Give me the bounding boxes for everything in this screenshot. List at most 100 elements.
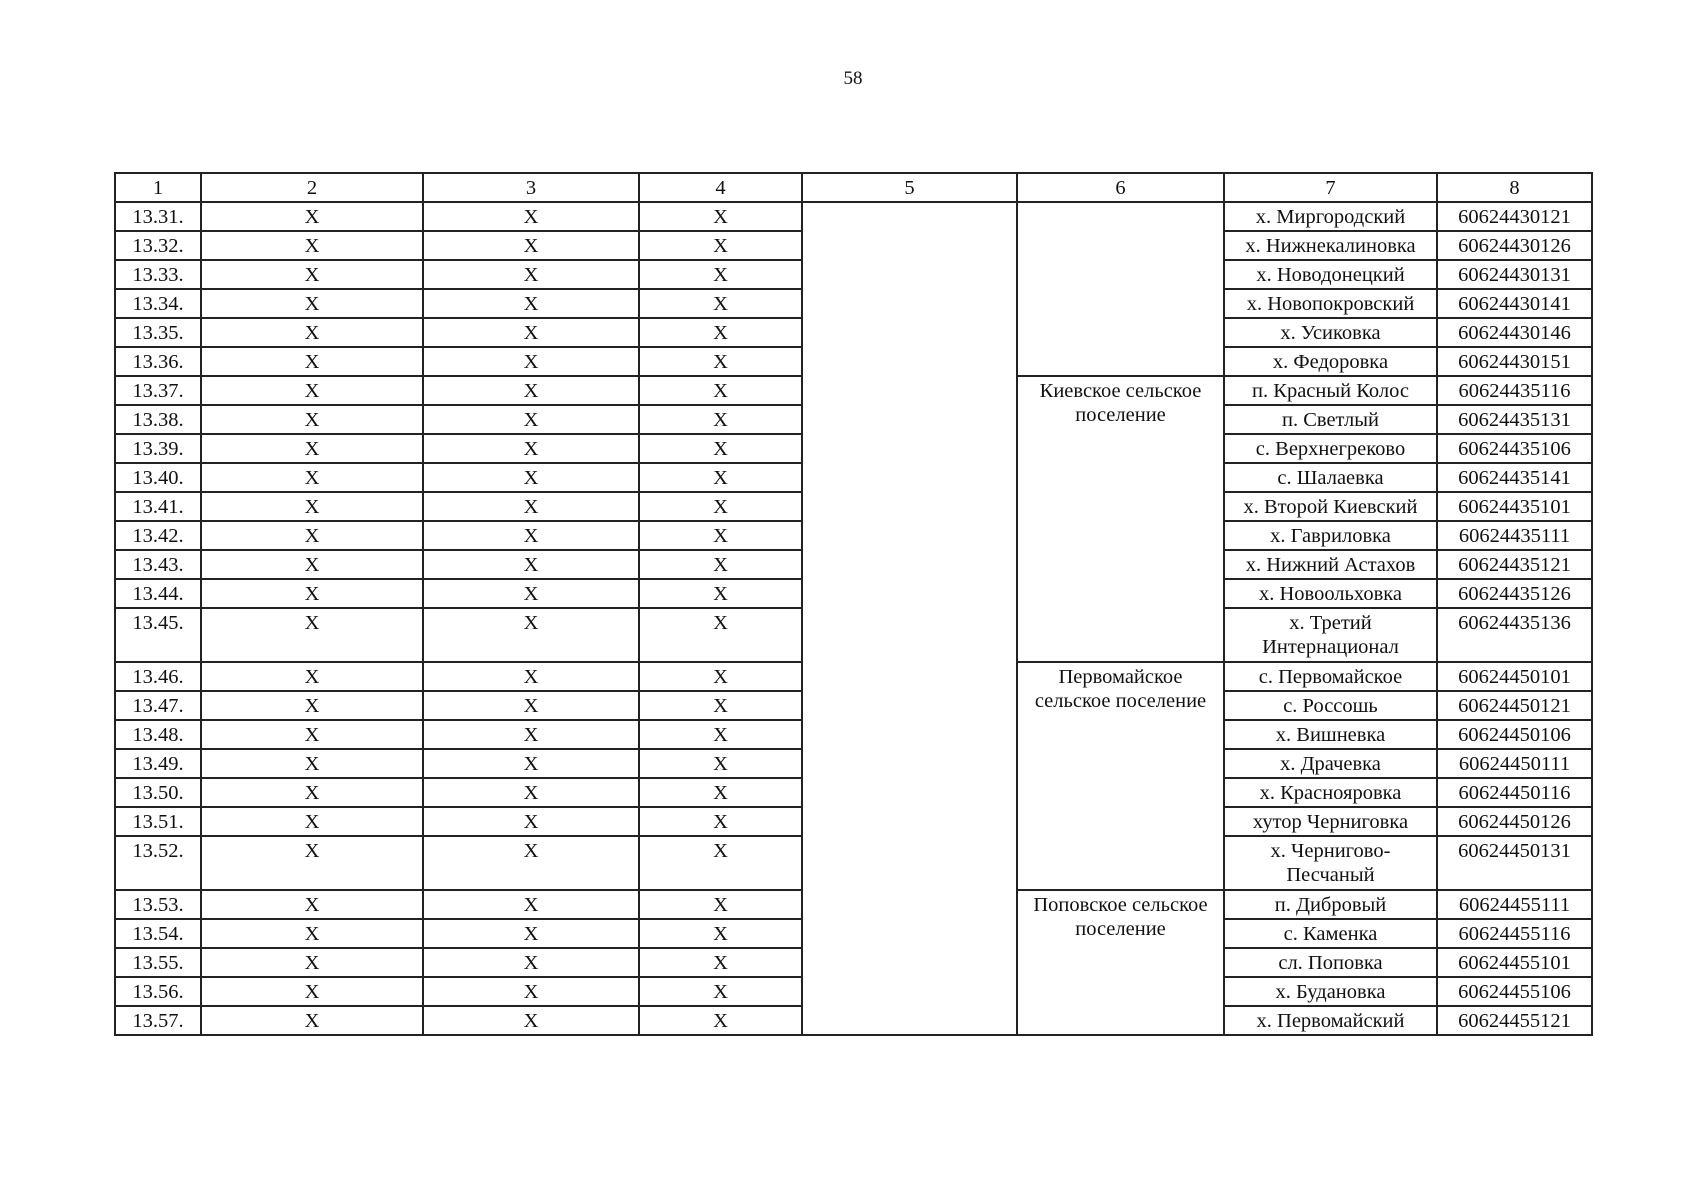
col4-cell: X (638, 346, 803, 377)
row-number-cell: 13.35. (114, 317, 202, 348)
col3-cell: X (422, 918, 640, 949)
col2-cell: X (200, 1005, 424, 1036)
row-number-cell: 13.43. (114, 549, 202, 580)
place-name-cell: п. Дибровый (1223, 889, 1438, 920)
col2-cell: X (200, 288, 424, 319)
col2-cell: X (200, 549, 424, 580)
oktmo-code-cell: 60624450131 (1436, 835, 1593, 891)
header-cell: 3 (422, 172, 640, 203)
header-row: 1 2 3 4 5 6 7 8 (114, 172, 1593, 203)
place-name-cell: х. Новодонецкий (1223, 259, 1438, 290)
col4-cell: X (638, 690, 803, 721)
place-name-cell: сл. Поповка (1223, 947, 1438, 978)
place-name-cell: п. Светлый (1223, 404, 1438, 435)
row-number-cell: 13.34. (114, 288, 202, 319)
place-name-cell: х. Новоольховка (1223, 578, 1438, 609)
place-name-cell: х. Третий Интернационал (1223, 607, 1438, 663)
col2-cell: X (200, 433, 424, 464)
place-name-cell: х. Нижний Астахов (1223, 549, 1438, 580)
row-number-cell: 13.37. (114, 375, 202, 406)
col3-cell: X (422, 889, 640, 920)
col4-cell: X (638, 777, 803, 808)
oktmo-code-cell: 60624455111 (1436, 889, 1593, 920)
col2-cell: X (200, 375, 424, 406)
place-name-cell: с. Первомайское (1223, 661, 1438, 692)
col3-cell: X (422, 976, 640, 1007)
col2-cell: X (200, 317, 424, 348)
col4-cell: X (638, 375, 803, 406)
col4-cell: X (638, 317, 803, 348)
oktmo-code-cell: 60624450111 (1436, 748, 1593, 779)
row-number-cell: 13.52. (114, 835, 202, 891)
col2-cell: X (200, 578, 424, 609)
row-number-cell: 13.49. (114, 748, 202, 779)
col3-cell: X (422, 346, 640, 377)
col3-cell: X (422, 462, 640, 493)
oktmo-code-cell: 60624435106 (1436, 433, 1593, 464)
col3-cell: X (422, 777, 640, 808)
col3-cell: X (422, 719, 640, 750)
place-name-cell: хутор Черниговка (1223, 806, 1438, 837)
col4-cell: X (638, 947, 803, 978)
oktmo-code-cell: 60624455101 (1436, 947, 1593, 978)
col3-cell: X (422, 690, 640, 721)
row-number-cell: 13.54. (114, 918, 202, 949)
col2-cell: X (200, 462, 424, 493)
col3-cell: X (422, 288, 640, 319)
col3-cell: X (422, 404, 640, 435)
table-row: 13.37. X X X Киевское сельское поселение п. К… (114, 375, 1593, 663)
col4-cell: X (638, 520, 803, 551)
col2-cell: X (200, 259, 424, 290)
col3-cell: X (422, 549, 640, 580)
place-name-cell: х. Второй Киевский (1223, 491, 1438, 522)
oktmo-code-cell: 60624435131 (1436, 404, 1593, 435)
col4-cell: X (638, 491, 803, 522)
place-name-cell: х. Вишневка (1223, 719, 1438, 750)
oktmo-code-cell: 60624455121 (1436, 1005, 1593, 1036)
oktmo-code-cell: 60624435101 (1436, 491, 1593, 522)
col3-cell: X (422, 317, 640, 348)
col2-cell: X (200, 230, 424, 261)
col5-cell (801, 201, 1018, 1036)
oktmo-code-cell: 60624430126 (1436, 230, 1593, 261)
oktmo-code-cell: 60624455116 (1436, 918, 1593, 949)
place-name-cell: х. Краснояровка (1223, 777, 1438, 808)
place-name-cell: с. Шалаевка (1223, 462, 1438, 493)
row-number-cell: 13.32. (114, 230, 202, 261)
col4-cell: X (638, 661, 803, 692)
col4-cell: X (638, 259, 803, 290)
oktmo-code-cell: 60624430141 (1436, 288, 1593, 319)
row-number-cell: 13.48. (114, 719, 202, 750)
col4-cell: X (638, 201, 803, 232)
col3-cell: X (422, 375, 640, 406)
place-name-cell: х. Первомайский (1223, 1005, 1438, 1036)
oktmo-code-cell: 60624430121 (1436, 201, 1593, 232)
col4-cell: X (638, 806, 803, 837)
row-number-cell: 13.41. (114, 491, 202, 522)
place-name-cell: х. Новопокровский (1223, 288, 1438, 319)
col3-cell: X (422, 491, 640, 522)
row-number-cell: 13.38. (114, 404, 202, 435)
col2-cell: X (200, 661, 424, 692)
col2-cell: X (200, 835, 424, 891)
col3-cell: X (422, 230, 640, 261)
col2-cell: X (200, 777, 424, 808)
col3-cell: X (422, 835, 640, 891)
place-name-cell: х. Нижнекалиновка (1223, 230, 1438, 261)
col4-cell: X (638, 288, 803, 319)
col4-cell: X (638, 1005, 803, 1036)
col4-cell: X (638, 607, 803, 663)
oktmo-code-cell: 60624435141 (1436, 462, 1593, 493)
col4-cell: X (638, 719, 803, 750)
